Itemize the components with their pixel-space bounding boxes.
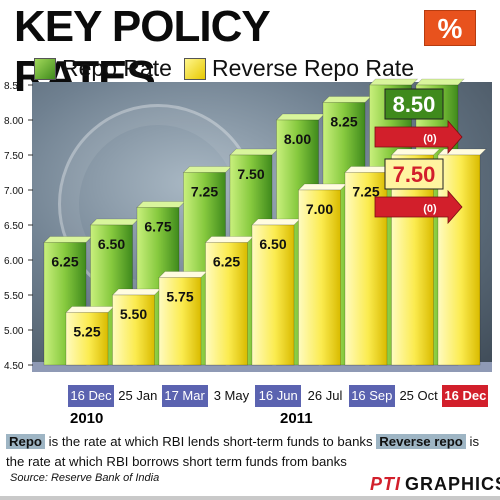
- x-axis-dates: 16 Dec 25 Jan 17 Mar 3 May 16 Jun 26 Jul 16 Se…: [68, 385, 490, 407]
- repo-tag: Repo: [6, 434, 45, 449]
- y-tick-label: 5.50: [4, 291, 24, 302]
- x-tick-label: 16 Dec: [68, 385, 114, 407]
- repo-callout-arrow-icon: [374, 119, 463, 155]
- x-tick-label: 26 Jul: [307, 388, 343, 403]
- y-tick-label: 6.50: [4, 221, 24, 232]
- repo-bar-top: [275, 113, 326, 121]
- y-tick-label: 7.50: [4, 151, 24, 162]
- reverse-repo-bar-value-label: 6.50: [259, 236, 286, 252]
- legend-repo-label: Repo Rate: [62, 55, 172, 81]
- reverse-repo-bar-value-label: 7.00: [306, 201, 333, 217]
- reverse-repo-bar-top: [204, 236, 255, 243]
- repo-bar-value-label: 8.25: [330, 114, 357, 130]
- chart-floor: [32, 362, 492, 372]
- reverse-repo-bar-value-label: 5.25: [73, 324, 100, 340]
- reverse-repo-bar-top: [297, 183, 348, 191]
- repo-callout-change: (0): [423, 133, 437, 145]
- reverse-repo-bar-top: [437, 148, 487, 156]
- pti-logo: PTI: [370, 474, 402, 494]
- percent-badge-icon: %: [424, 10, 476, 46]
- repo-bar-value-label: 7.50: [237, 166, 264, 182]
- y-tick-label: 8.50: [4, 81, 24, 92]
- repo-bar-top: [43, 236, 93, 243]
- x-tick-label: 3 May: [213, 388, 250, 403]
- legend-repo-swatch: [34, 58, 56, 80]
- reverse-repo-callout-change: (0): [423, 203, 437, 215]
- reverse-repo-bar: [205, 242, 248, 366]
- reverse-repo-bar-top: [111, 288, 162, 296]
- reverse-repo-bar-value-label: 5.50: [120, 306, 147, 322]
- reverse-repo-bar-top: [65, 306, 115, 313]
- repo-bar-value-label: 6.75: [144, 219, 171, 235]
- reverse-repo-definition: is the rate at which RBI borrows short t…: [6, 434, 480, 469]
- year-label-2011: 2011: [280, 410, 313, 427]
- y-axis: 4.50 5.00 5.50 6.00 6.50 7.00 7.50 8.00 8.50: [4, 81, 33, 372]
- reverse-repo-callout-value-box: [384, 158, 444, 190]
- repo-definition: is the rate at which RBI lends short-ter…: [44, 434, 377, 449]
- repo-bar-top: [368, 78, 419, 86]
- y-tick-label: 8.00: [4, 116, 24, 127]
- reverse-repo-bar-top: [158, 271, 208, 278]
- x-tick-label: 25 Jan: [118, 388, 158, 403]
- y-tick-label: 6.00: [4, 256, 24, 267]
- repo-bar-top: [322, 96, 372, 103]
- x-tick-label: 16 Jun: [255, 385, 302, 407]
- reverse-repo-bar: [251, 224, 295, 366]
- x-tick-label: 16 Dec: [442, 385, 489, 407]
- y-tick-label: 4.50: [4, 361, 24, 372]
- y-tick-label: 7.00: [4, 186, 24, 197]
- year-label-2010: 2010: [70, 410, 104, 427]
- reverse-repo-bar-value-label: 7.25: [352, 184, 379, 200]
- reverse-repo-callout-arrow-icon: [374, 189, 463, 225]
- footer-bar: [0, 496, 500, 500]
- credit-logo: PTI GRAPHICS: [370, 474, 500, 495]
- repo-bar-value-label: 8.00: [284, 131, 311, 147]
- repo-bar-value-label: 7.25: [191, 184, 218, 200]
- x-tick-label: 25 Oct: [399, 388, 438, 403]
- x-tick-label: 17 Mar: [161, 385, 208, 407]
- repo-bar-top: [136, 201, 186, 208]
- reverse-repo-bar-value-label: 5.75: [166, 289, 193, 305]
- reverse-repo-series: 5.25 5.50 5.75 6.25 6.50 7.00 7.25: [65, 148, 487, 366]
- reverse-repo-callout-value: 7.50: [393, 162, 436, 187]
- repo-bar-value-label: 6.50: [98, 236, 125, 252]
- change-callouts: 8.50 (0) 7.50 (0): [374, 88, 463, 225]
- reverse-repo-bar: [437, 154, 481, 366]
- repo-callout-value: 8.50: [393, 92, 436, 117]
- legend-reverse-repo-label: Reverse Repo Rate: [212, 55, 414, 81]
- repo-bar-top: [182, 166, 233, 173]
- reverse-repo-tag: Reverse repo: [376, 434, 466, 449]
- y-tick-label: 5.00: [4, 326, 24, 337]
- source-note: Source: Reserve Bank of India: [10, 472, 160, 484]
- repo-bar-top: [89, 218, 140, 226]
- credit-graphics-label: GRAPHICS: [405, 474, 500, 494]
- x-tick-label: 16 Sep: [348, 385, 395, 407]
- repo-callout-value-box: [384, 88, 444, 120]
- repo-bar-top: [229, 148, 279, 156]
- reverse-repo-bar: [391, 154, 434, 366]
- reverse-repo-bar: [112, 294, 155, 366]
- reverse-repo-bar-top: [390, 148, 441, 156]
- definitions-note: Repo is the rate at which RBI lends shor…: [6, 432, 496, 472]
- repo-bar-top: [415, 78, 465, 86]
- legend-reverse-repo-swatch: [184, 58, 206, 80]
- reverse-repo-bar: [158, 277, 202, 366]
- reverse-repo-bar: [298, 189, 341, 366]
- reverse-repo-bar-value-label: 6.25: [213, 254, 240, 270]
- repo-bar-value-label: 6.25: [51, 254, 78, 270]
- reverse-repo-bar-top: [251, 218, 301, 226]
- year-axis: 2010 2011: [0, 407, 500, 431]
- reverse-repo-bar: [65, 312, 109, 366]
